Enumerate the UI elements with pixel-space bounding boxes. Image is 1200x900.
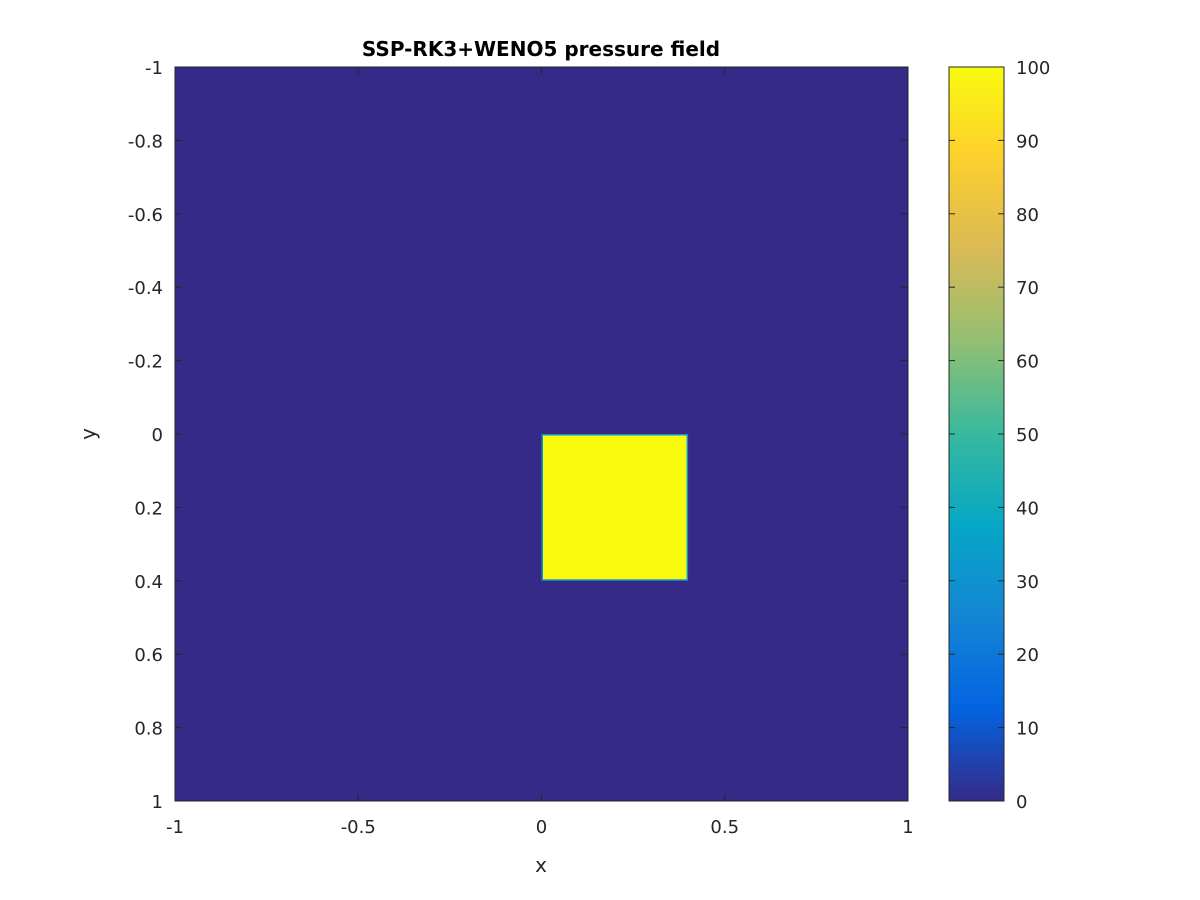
x-tick-label: 0 [536,817,547,838]
x-tick-label: 1 [902,817,913,838]
colorbar-tick-label: 50 [1016,425,1039,446]
colorbar: 0 10 20 30 40 50 60 70 80 90 100 [948,58,1050,813]
y-tick-label: -0.8 [128,131,163,152]
colorbar-tick-label: 0 [1016,792,1027,813]
x-tick-label: -1 [166,817,184,838]
colorbar-gradient [948,66,1005,802]
y-tick-label: -0.4 [128,278,163,299]
y-tick-label: -0.2 [128,352,163,373]
colorbar-tick-label: 30 [1016,572,1039,593]
y-tick-label: 1 [152,792,163,813]
y-axis-label: y [76,428,100,440]
y-tick-label: 0.8 [134,719,163,740]
high-pressure-region-0 [543,435,687,580]
plot-area [175,67,908,801]
x-axis-label: x [535,853,547,877]
y-tick-label: 0.2 [134,498,163,519]
colorbar-tick-label: 90 [1016,131,1039,152]
chart-title: SSP-RK3+WENO5 pressure field [362,37,720,61]
y-tick-label: -0.6 [128,205,163,226]
colorbar-tick-label: 80 [1016,205,1039,226]
x-tick-label: 0.5 [710,817,739,838]
axes: -1 -0.5 0 0.5 1-1-0.8-0.6-0.4-0.200.20.40.60… [128,58,914,838]
colorbar-tick-label: 70 [1016,278,1039,299]
y-tick-label: 0.6 [134,645,163,666]
y-tick-label: 0 [152,425,163,446]
colorbar-tick-label: 100 [1016,58,1050,79]
y-tick-label: 0.4 [134,572,163,593]
colorbar-tick-label: 60 [1016,352,1039,373]
colorbar-tick-label: 40 [1016,498,1039,519]
x-tick-label: -0.5 [341,817,376,838]
colorbar-tick-label: 10 [1016,719,1039,740]
y-tick-label: -1 [145,58,163,79]
colorbar-tick-label: 20 [1016,645,1039,666]
